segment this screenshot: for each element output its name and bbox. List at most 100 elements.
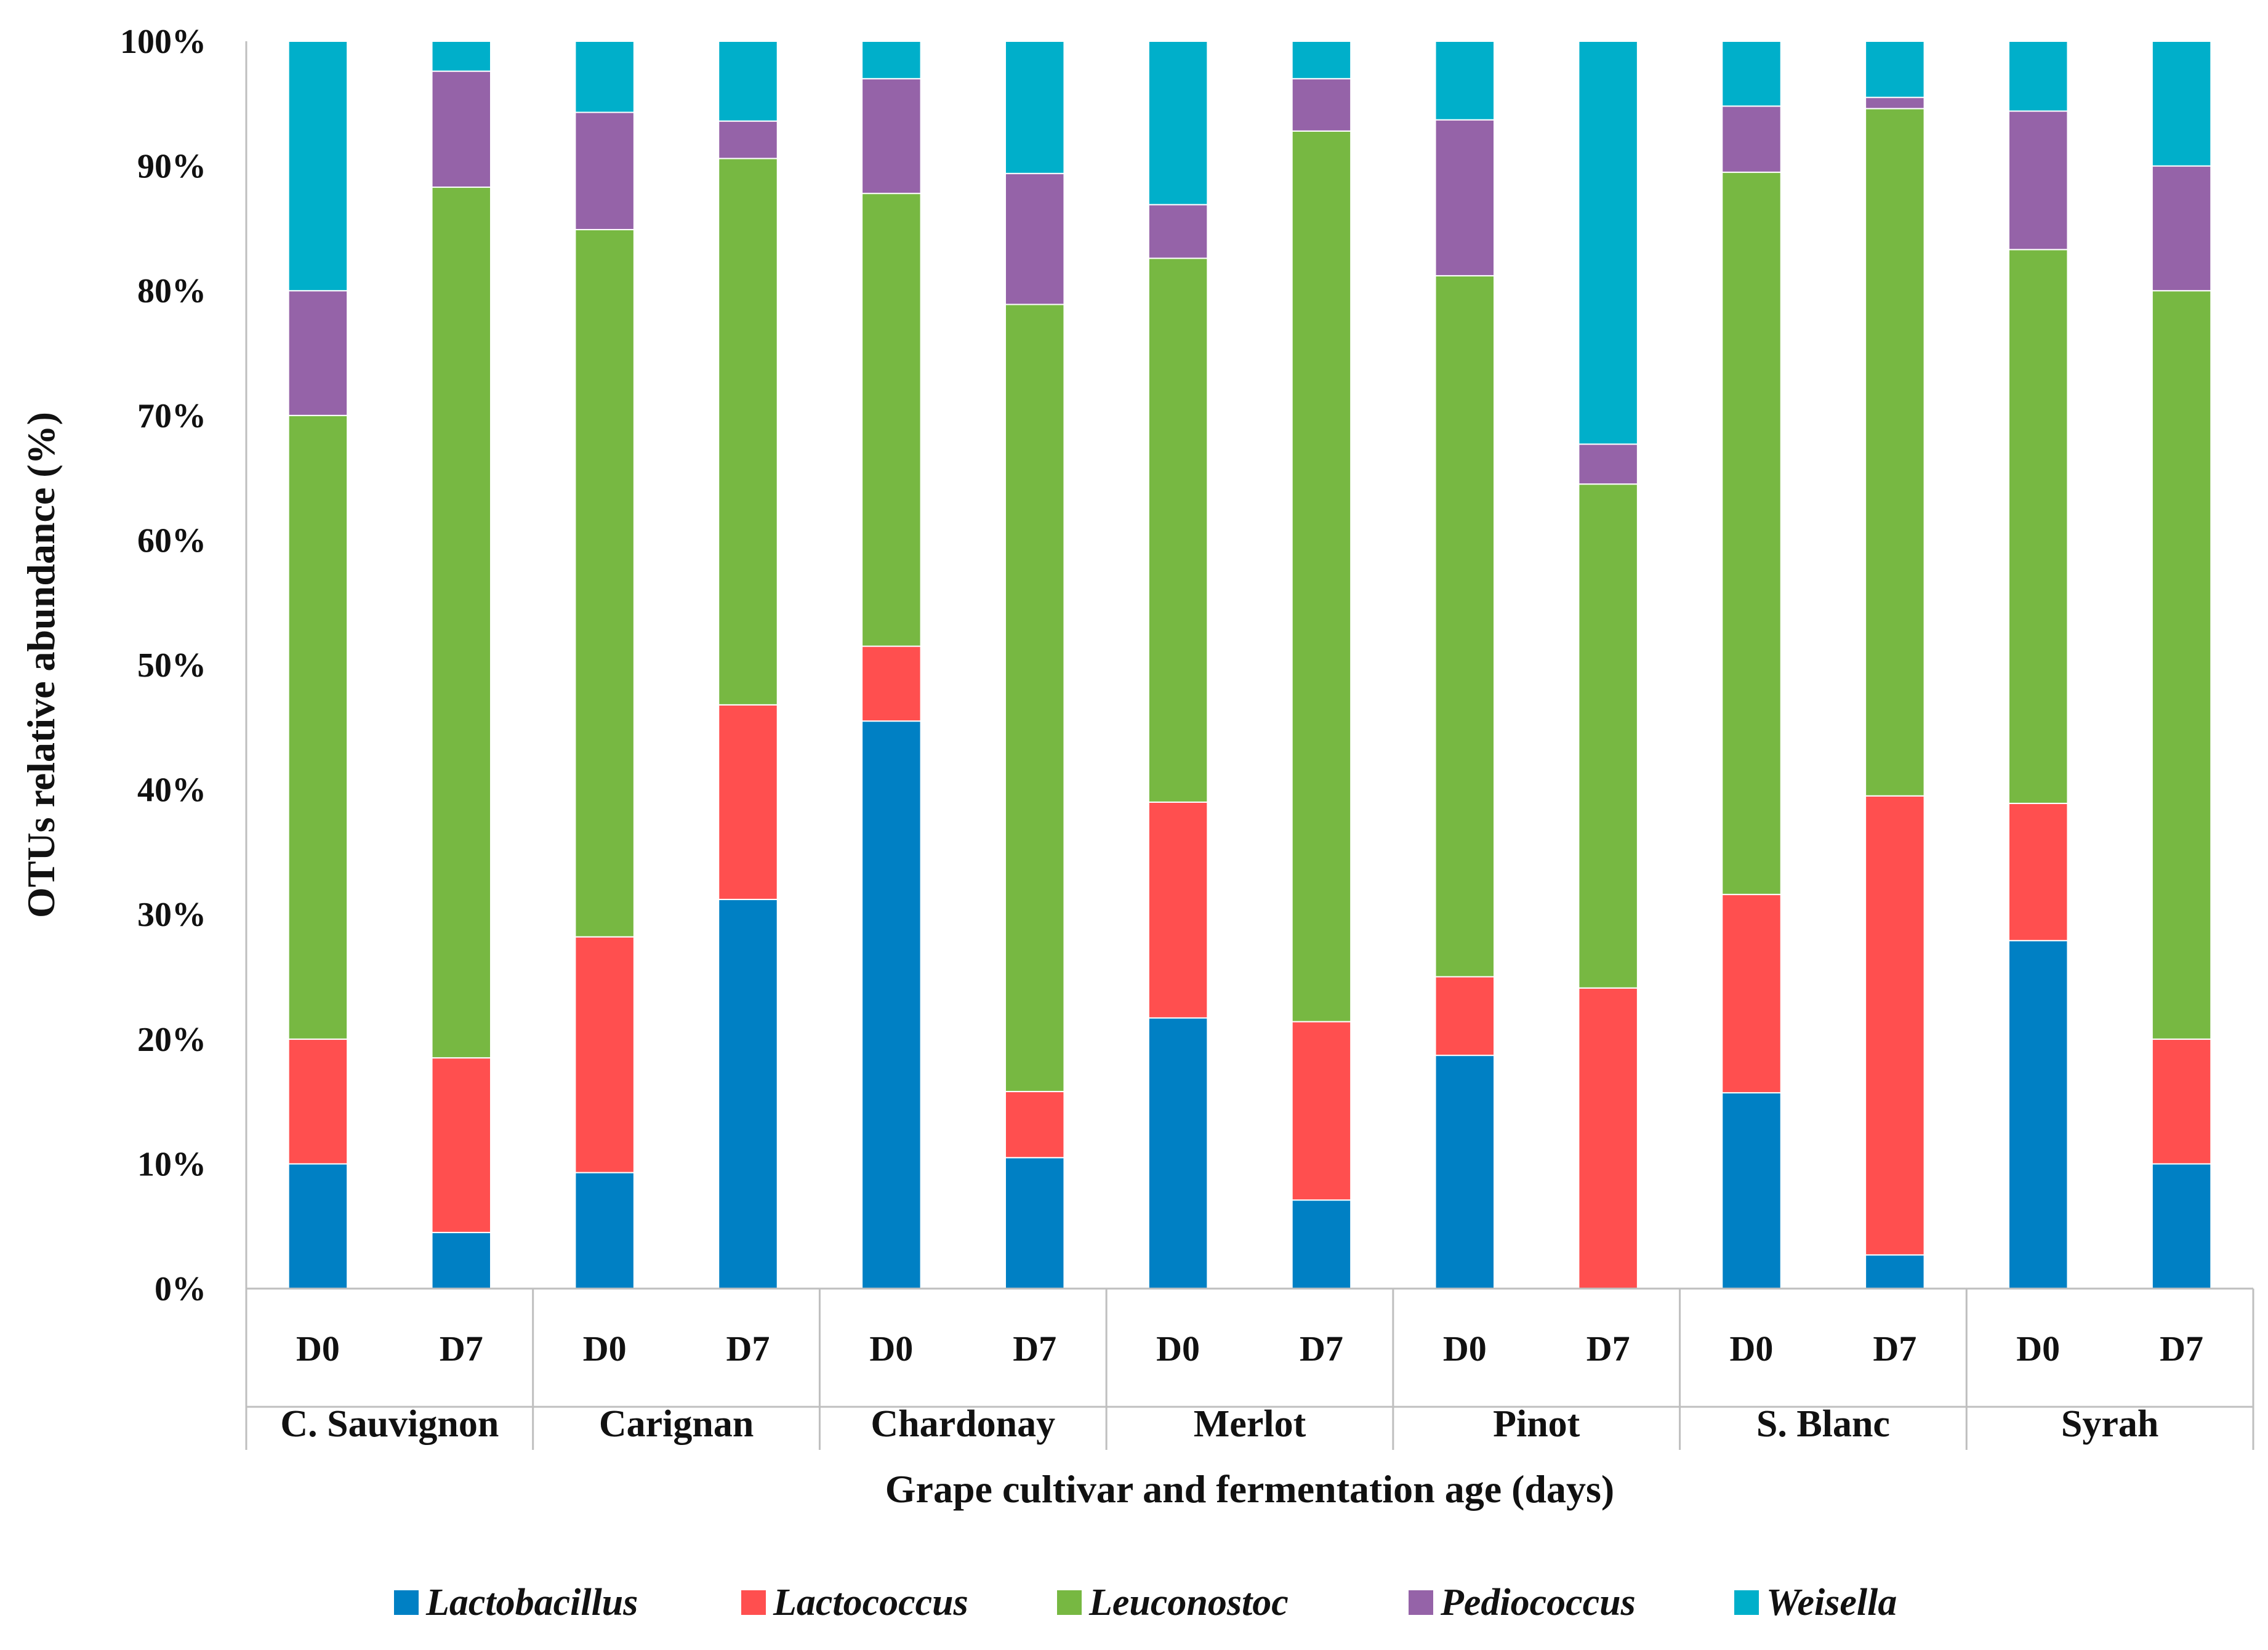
bar-segment-pediococcus [288,290,348,416]
bar-segment-pediococcus [2008,110,2069,251]
bar-segment-lactococcus [1865,795,1925,1256]
legend-swatch-pediococcus [1409,1590,1433,1615]
x-tick-label: D7 [1586,1329,1630,1369]
bar-segment-leuconostoc [2008,249,2069,804]
group-label: Chardonay [871,1403,1055,1445]
bar-segment-weisella [1865,41,1925,99]
bar-segment-lactobacillus [718,898,778,1289]
bar-segment-pediococcus [861,78,922,195]
y-tick-label: 10% [137,1145,206,1183]
bar-segment-lactococcus [1291,1021,1352,1201]
x-tick-label: D0 [583,1329,627,1369]
bar-segment-leuconostoc [1721,171,1782,895]
legend-swatch-lactobacillus [394,1590,419,1615]
legend-label-lactobacillus: Lactobacillus [425,1582,638,1624]
bar-segment-lactobacillus [431,1231,492,1289]
y-tick-label: 90% [137,148,206,186]
legend-swatch-weisella [1734,1590,1759,1615]
bar-segment-pediococcus [718,120,778,159]
bar-segment-weisella [1148,41,1208,206]
bar-segment-leuconostoc [2151,290,2212,1040]
y-tick-label: 70% [137,397,206,435]
bar-segment-lactococcus [1148,801,1208,1019]
group-label: Syrah [2061,1403,2158,1445]
bar-segment-leuconostoc [1865,108,1925,797]
x-tick-label: D7 [2160,1329,2203,1369]
bar-segment-weisella [861,41,922,79]
bar-segment-lactococcus [718,704,778,900]
x-tick-label: D0 [1156,1329,1200,1369]
bar-segment-weisella [1291,41,1352,79]
legend-label-lactococcus: Lactococcus [773,1582,968,1624]
bar-segment-leuconostoc [1004,304,1065,1092]
group-label: Merlot [1194,1403,1306,1445]
bar-segment-lactobacillus [2008,940,2069,1289]
x-tick-label: D7 [726,1329,770,1369]
bar-segment-weisella [288,41,348,292]
bar-layer [288,41,2212,1290]
y-tick-label: 20% [137,1021,206,1059]
bar-segment-lactobacillus [1291,1199,1352,1290]
bar-segment-lactococcus [2151,1038,2212,1165]
bar-segment-leuconostoc [574,228,635,938]
bar-segment-leuconostoc [861,193,922,647]
bar-segment-leuconostoc [1148,257,1208,803]
bar-segment-pediococcus [1865,97,1925,110]
x-axis-title: Grape cultivar and fermentation age (day… [885,1467,1614,1511]
group-label: Carignan [599,1403,754,1445]
group-label: Pinot [1493,1403,1580,1445]
y-axis-title: OTUs relative abundance (%) [19,412,63,918]
x-tick-label: D0 [869,1329,913,1369]
y-tick-label: 60% [137,521,206,560]
bar-segment-weisella [1004,41,1065,174]
bar-segment-lactococcus [1004,1090,1065,1159]
bar-segment-lactobacillus [1865,1254,1925,1289]
axes: 0% 10% 20% 30% 40% 50% 60% 70% 80% 90% 100% D0 D7 D0 D… [120,23,2254,1450]
x-tick-label: D7 [1013,1329,1056,1369]
bar-segment-weisella [574,41,635,113]
bar-segment-weisella [1721,41,1782,107]
bar-segment-pediococcus [1434,119,1495,276]
legend-swatch-lactococcus [741,1590,766,1615]
bar-segment-pediococcus [2151,165,2212,292]
y-tick-label: 40% [137,771,206,810]
bar-segment-pediococcus [1148,204,1208,259]
bar-segment-lactococcus [861,645,922,722]
x-tick-label: D7 [440,1329,483,1369]
bar-segment-leuconostoc [718,158,778,706]
bar-segment-pediococcus [1721,105,1782,173]
bar-segment-lactobacillus [2151,1163,2212,1290]
bar-segment-pediococcus [1004,172,1065,305]
bar-segment-leuconostoc [1291,130,1352,1023]
x-tick-label: D0 [2016,1329,2060,1369]
x-tick-label: D7 [1873,1329,1916,1369]
legend-label-pediococcus: Pediococcus [1440,1582,1636,1624]
y-tick-label: 50% [137,646,206,685]
bar-segment-pediococcus [1291,78,1352,132]
bar-segment-lactobacillus [1434,1055,1495,1289]
bar-segment-lactococcus [574,936,635,1173]
bar-segment-lactococcus [1721,893,1782,1093]
x-tick-label: D0 [1443,1329,1487,1369]
x-tick-label: D7 [1300,1329,1343,1369]
bar-segment-lactococcus [1434,976,1495,1056]
bar-segment-lactobacillus [1148,1017,1208,1290]
bar-segment-weisella [2008,41,2069,112]
bar-segment-lactococcus [288,1038,348,1165]
bar-segment-leuconostoc [1434,275,1495,978]
bar-segment-pediococcus [1578,443,1638,485]
bar-segment-weisella [431,41,492,72]
y-tick-label: 30% [137,896,206,934]
group-label: S. Blanc [1756,1403,1890,1445]
bar-segment-lactobacillus [1721,1092,1782,1289]
legend-swatch-leuconostoc [1057,1590,1082,1615]
y-tick-label: 100% [120,23,206,61]
bar-segment-leuconostoc [288,414,348,1040]
group-label: C. Sauvignon [280,1403,499,1445]
bar-segment-lactococcus [1578,987,1638,1289]
bar-segment-weisella [718,41,778,122]
bar-segment-leuconostoc [1578,483,1638,989]
legend-label-leuconostoc: Leuconostoc [1088,1582,1289,1624]
legend: Lactobacillus Lactococcus Leuconostoc Pedio… [394,1582,1897,1624]
